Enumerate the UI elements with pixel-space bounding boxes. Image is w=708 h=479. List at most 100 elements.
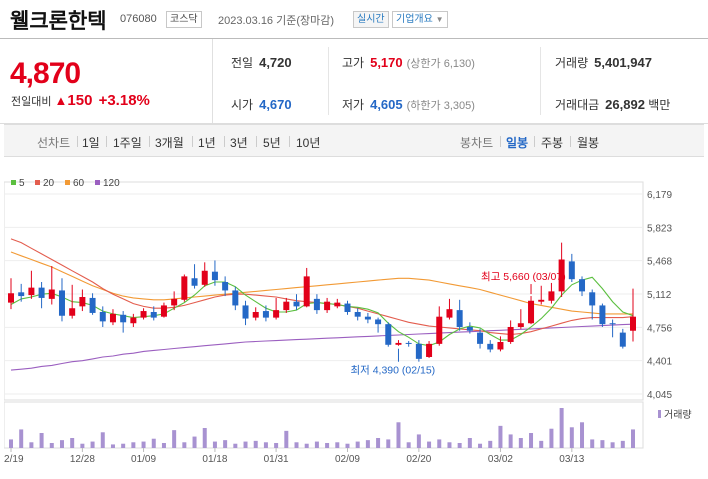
ma5-line [10, 276, 634, 347]
candlestick-chart[interactable]: 6,179 5,823 5,468 5,112 4,756 4,401 4,045 5 20 60… [0, 158, 704, 474]
volume-bar [202, 428, 207, 448]
separator [77, 136, 78, 147]
period-10y-button[interactable]: 10년 [296, 136, 321, 150]
volume-bar [610, 442, 615, 448]
volume-bar [437, 439, 442, 448]
candle-body [18, 292, 25, 297]
candle-body [497, 341, 504, 350]
period-1y-button[interactable]: 1년 [198, 136, 216, 150]
candle-body [579, 279, 586, 292]
low-price: 저가 4,605 (하한가 3,305) [342, 96, 475, 113]
volume-label: 거래량 [555, 56, 589, 70]
candle-body [79, 296, 86, 307]
y-tick-label: 4,756 [647, 323, 672, 334]
candle-body [354, 311, 361, 317]
open-label: 시가 [231, 98, 254, 112]
candle-body [517, 323, 524, 327]
candle-body [130, 317, 137, 324]
candle-body [558, 259, 565, 292]
candle-monthly-button[interactable]: 월봉 [577, 136, 600, 150]
low-label: 저가 [342, 98, 365, 112]
current-price: 4,870 [10, 57, 81, 90]
trade-amount: 거래대금 26,892 백만 [555, 96, 670, 113]
volume-bar [314, 441, 319, 448]
volume-bar [325, 443, 330, 448]
volume-bar [457, 443, 462, 448]
volume-bar [620, 440, 625, 448]
candle-body [456, 310, 463, 327]
realtime-button[interactable]: 실시간 [353, 11, 389, 28]
period-1d-button[interactable]: 1일 [82, 136, 100, 150]
candle-body [48, 289, 55, 299]
prev-close: 전일 4,720 [231, 54, 292, 71]
y-tick-label: 4,045 [647, 390, 672, 401]
chart-toolbar: 선차트 1일 1주일 3개월 1년 3년 5년 10년 봉차트 일봉 주봉 월봉 [4, 124, 704, 157]
volume-bar [580, 422, 585, 448]
separator [106, 136, 107, 147]
volume-bar [110, 444, 115, 448]
candle-body [466, 326, 473, 331]
volume-bar [345, 443, 350, 448]
stock-chart[interactable]: 6,179 5,823 5,468 5,112 4,756 4,401 4,045 5 20 60… [0, 158, 704, 474]
candle-body [8, 293, 14, 303]
up-triangle-icon: ▲ [54, 93, 68, 108]
candle-body [619, 332, 626, 347]
candle-body [181, 276, 188, 300]
candle-body [242, 305, 249, 319]
volume-bar [335, 442, 340, 448]
candle-body [477, 332, 484, 344]
volume-bar [529, 433, 534, 448]
legend-label: 20 [43, 178, 55, 189]
separator [224, 136, 225, 147]
candle-body [568, 261, 575, 280]
company-overview-label: 기업개요 [396, 14, 433, 25]
volume-bar [9, 439, 13, 448]
volume-bar [223, 440, 228, 448]
candle-body [89, 297, 96, 313]
volume-bar [100, 432, 105, 448]
volume-value: 5,401,947 [594, 55, 652, 70]
volume-bar [49, 443, 54, 448]
volume: 거래량 5,401,947 [555, 54, 652, 71]
candle-body [99, 311, 106, 322]
legend-swatch [11, 180, 16, 185]
volume-label: 거래량 [664, 409, 692, 421]
volume-bar [559, 408, 564, 448]
period-3y-button[interactable]: 3년 [230, 136, 248, 150]
candle-body [364, 316, 371, 320]
period-5y-button[interactable]: 5년 [263, 136, 281, 150]
candle-body [426, 343, 433, 357]
volume-bar [253, 440, 258, 448]
company-overview-button[interactable]: 기업개요 ▼ [392, 11, 448, 28]
separator [149, 136, 150, 147]
x-tick-label: 12/19 [4, 454, 24, 465]
candle-body [150, 311, 157, 318]
candle-daily-button[interactable]: 일봉 [506, 136, 529, 150]
volume-bar [416, 434, 421, 448]
period-3m-button[interactable]: 3개월 [155, 136, 184, 150]
volume-bar [19, 429, 24, 448]
high-annotation: 최고 5,660 (03/07) [481, 271, 566, 283]
volume-bar [59, 440, 64, 448]
volume-bar [161, 443, 166, 448]
header: 웰크론한텍 076080 코스닥 2023.03.16 기준(장마감) 실시간 … [0, 0, 708, 38]
y-tick-label: 5,468 [647, 257, 672, 268]
volume-plot-frame [3, 401, 644, 449]
candle-weekly-button[interactable]: 주봉 [541, 136, 564, 150]
candle-chart-label: 봉차트 [460, 136, 494, 150]
volume-bar [488, 440, 493, 448]
candle-body [160, 305, 167, 317]
upper-limit: (상한가 6,130) [406, 58, 475, 70]
legend-label: 120 [103, 178, 120, 189]
candle-body [609, 323, 616, 325]
candle-body [28, 287, 35, 296]
base-date: 2023.03.16 기준(장마감) [218, 15, 335, 27]
volume-bar [172, 430, 177, 448]
period-1w-button[interactable]: 1주일 [113, 136, 142, 150]
candle-body [548, 291, 555, 301]
volume-legend-swatch [658, 410, 661, 418]
volume-bar [539, 440, 544, 448]
volume-bar [569, 427, 574, 448]
high-price: 고가 5,170 (상한가 6,130) [342, 54, 475, 71]
candle-body [38, 287, 45, 298]
